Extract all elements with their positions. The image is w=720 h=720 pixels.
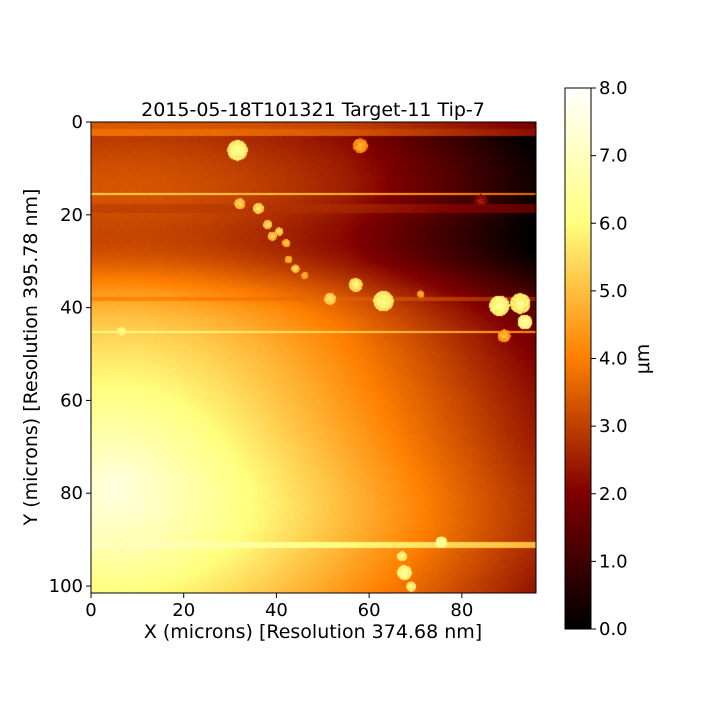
colorbar-tick-label: 2.0 [599,484,628,505]
colorbar-label: μm [632,344,654,375]
heatmap-image-holder [91,122,536,593]
chart-title: 2015-05-18T101321 Target-11 Tip-7 [141,99,485,121]
y-tick-label: 60 [60,390,83,411]
colorbar-tick-label: 8.0 [599,78,628,99]
x-tick-label: 80 [450,600,473,621]
heatmap-plot [90,121,537,594]
colorbar-tick-label: 4.0 [599,349,628,370]
colorbar-tick-label: 7.0 [599,146,628,167]
y-tick-label: 20 [60,205,83,226]
y-tick-label: 80 [60,483,83,504]
x-axis-label: X (microns) [Resolution 374.68 nm] [144,621,482,643]
colorbar-tick-label: 3.0 [599,416,628,437]
y-tick-label: 0 [72,112,83,133]
x-tick-label: 60 [358,600,381,621]
y-tick-label: 100 [49,576,83,597]
colorbar-ticks: 0.0 1.0 2.0 3.0 4.0 5.0 6.0 7.0 8.0 [591,78,628,640]
x-tick-label: 0 [85,600,96,621]
x-axis: 0 20 40 60 80 [85,593,473,621]
colorbar-tick-label: 6.0 [599,213,628,234]
y-tick-label: 40 [60,298,83,319]
colorbar: 0.0 1.0 2.0 3.0 4.0 5.0 6.0 7.0 8.0 μm [564,78,654,640]
colorbar-tick-label: 1.0 [599,551,628,572]
colorbar-image-holder [565,88,591,629]
x-tick-label: 20 [172,600,195,621]
colorbar-tick-label: 5.0 [599,281,628,302]
colorbar-tick-label: 0.0 [599,619,628,640]
x-tick-label: 40 [265,600,288,621]
y-axis: 0 20 40 60 80 100 [49,112,91,597]
y-axis-label: Y (microns) [Resolution 395.78 nm] [20,189,42,527]
plot-frame [90,121,537,594]
